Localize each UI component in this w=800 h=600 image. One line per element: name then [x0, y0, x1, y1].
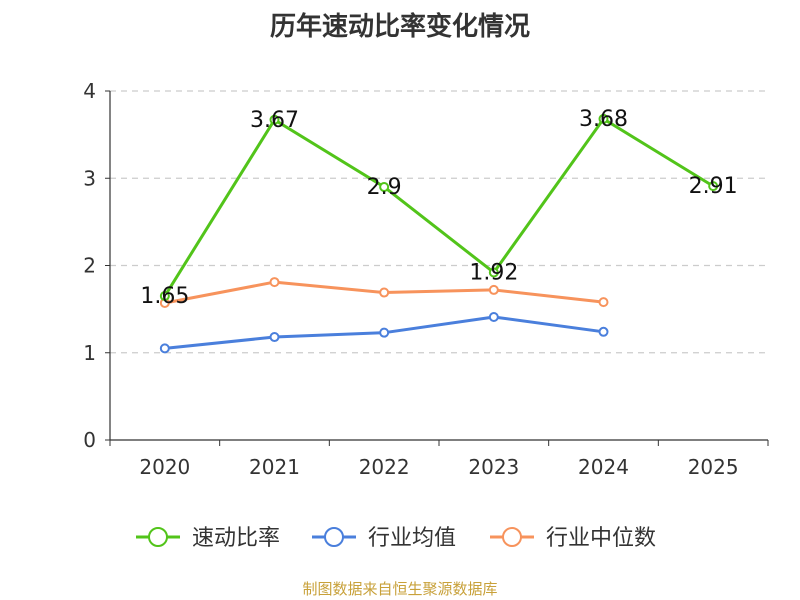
source-note: 制图数据来自恒生聚源数据库	[302, 580, 498, 598]
data-point	[379, 327, 390, 338]
legend-marker	[148, 527, 168, 547]
data-point	[269, 332, 280, 343]
data-point	[598, 297, 609, 308]
data-label: 2.9	[367, 175, 402, 200]
data-point	[488, 311, 499, 322]
x-tick-label: 2023	[468, 455, 519, 479]
data-point	[379, 181, 390, 192]
data-point	[269, 114, 280, 125]
legend-label: 行业中位数	[546, 526, 656, 551]
data-label: 2.91	[689, 174, 738, 199]
data-label: 3.67	[250, 108, 299, 133]
data-point	[708, 181, 719, 192]
y-tick-label: 4	[83, 79, 96, 103]
data-point	[488, 267, 499, 278]
legend-marker	[502, 527, 522, 547]
y-tick-label: 1	[83, 341, 96, 365]
legend-marker	[324, 527, 344, 547]
data-point	[379, 287, 390, 298]
y-tick-label: 2	[83, 254, 96, 278]
data-point	[598, 326, 609, 337]
data-point	[159, 291, 170, 302]
data-point	[598, 113, 609, 124]
legend-label: 速动比率	[192, 526, 280, 551]
data-label: 1.65	[140, 284, 189, 309]
x-tick-label: 2021	[249, 455, 300, 479]
y-tick-label: 0	[83, 428, 96, 452]
data-label: 3.68	[579, 107, 628, 132]
series-line-0	[163, 117, 714, 297]
data-point	[159, 343, 170, 354]
y-tick-label: 3	[83, 166, 96, 190]
x-tick-label: 2020	[139, 455, 190, 479]
x-tick-label: 2022	[359, 455, 410, 479]
x-tick-label: 2025	[688, 455, 739, 479]
data-point	[488, 284, 499, 295]
chart-title: 历年速动比率变化情况	[269, 12, 530, 42]
x-tick-label: 2024	[578, 455, 629, 479]
legend-label: 行业均值	[368, 526, 456, 551]
data-point	[269, 277, 280, 288]
data-label: 1.92	[469, 260, 518, 285]
